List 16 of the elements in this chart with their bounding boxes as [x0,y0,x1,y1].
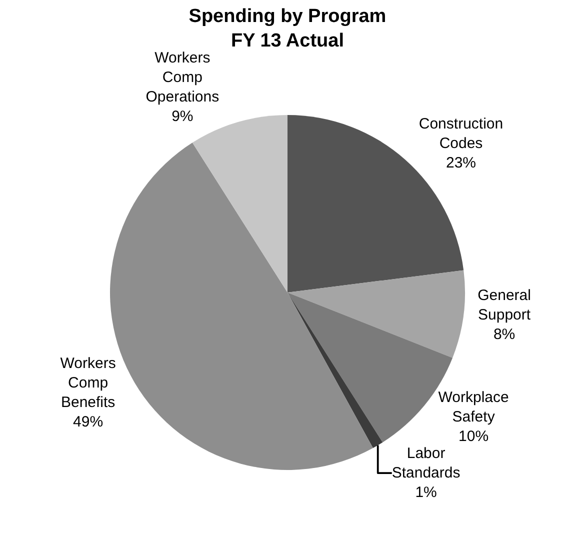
data-label: 1% [415,484,437,502]
chart-title: Spending by Program FY 13 Actual [188,6,386,52]
data-label: 8% [493,326,516,344]
slice-label: General Support [478,287,532,324]
data-label: 23% [446,154,476,172]
slice-label: Construction Codes [418,116,504,152]
data-label: 9% [172,108,194,125]
data-label: 49% [73,413,104,430]
slice-label: Workers Comp Benefits [60,354,116,411]
data-label: 10% [458,428,489,446]
slice-label: Workplace Safety [438,389,509,426]
slice-label: Workers Comp Operations [146,49,220,106]
pie-slice [288,270,465,358]
pie-slice [288,292,383,448]
slice-label: Labor Standards [392,445,460,482]
pie-slice [192,115,288,292]
